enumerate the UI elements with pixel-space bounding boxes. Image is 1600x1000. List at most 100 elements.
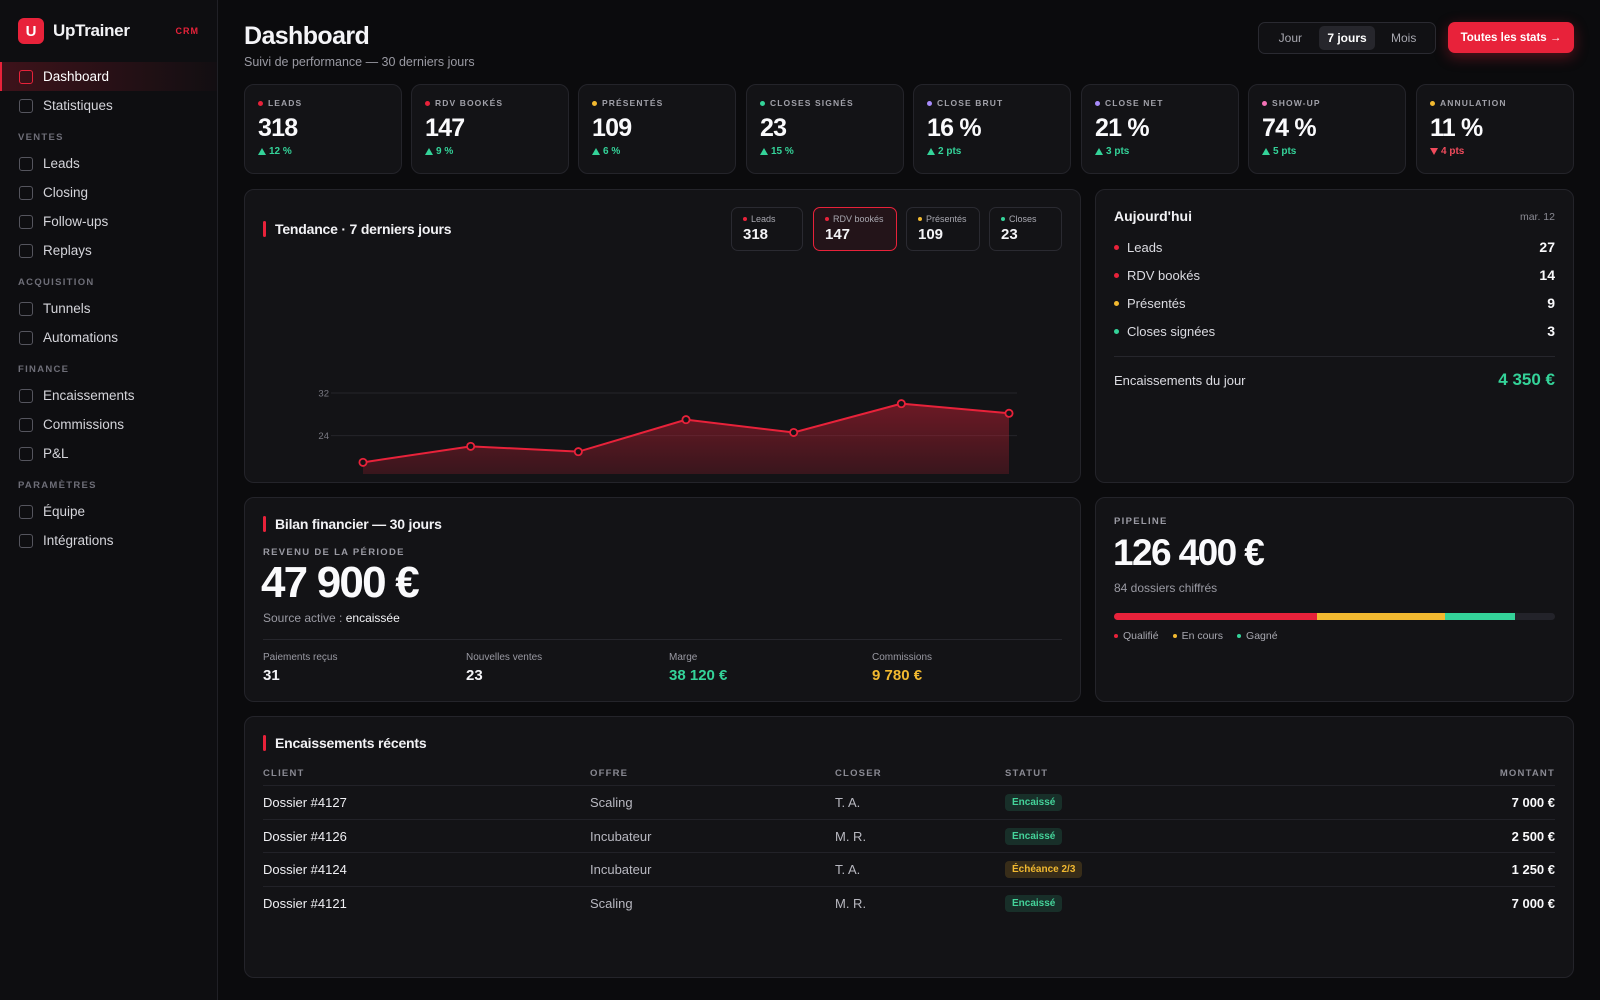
sidebar-item-label: Encaissements	[43, 388, 135, 403]
status-dot-icon	[1262, 100, 1267, 106]
source-value[interactable]: encaissée	[345, 611, 400, 625]
finance-stat: Paiements reçus 31	[263, 652, 337, 684]
pipeline-legend-label: Qualifié	[1123, 630, 1159, 642]
sidebar-section-finance: FINANCE	[18, 364, 70, 375]
pipeline-label: PIPELINE	[1114, 516, 1168, 527]
kpi-value: 74 %	[1262, 114, 1317, 142]
kpi-card-close-brut[interactable]: CLOSE BRUT 16 % 2 pts	[913, 84, 1071, 174]
pipeline-legend-label: En cours	[1181, 630, 1224, 642]
sidebar-item-leads[interactable]: Leads	[0, 149, 217, 178]
sidebar-item-dashboard[interactable]: Dashboard	[0, 62, 217, 91]
payments-card: Encaissements récents CLIENT OFFRE CLOSE…	[244, 716, 1574, 978]
column-client[interactable]: CLIENT	[263, 768, 305, 779]
column-statut[interactable]: STATUT	[1005, 768, 1049, 779]
finance-title-text: Bilan financier — 30 jours	[275, 516, 442, 532]
kpi-card-closes-sign-s[interactable]: CLOSES SIGNÉS 23 15 %	[746, 84, 904, 174]
data-point	[466, 441, 476, 451]
revenue-value: 47 900 €	[261, 558, 420, 607]
today-title: Aujourd'hui	[1114, 208, 1192, 224]
kpi-delta: 2 pts	[927, 146, 1057, 157]
sidebar-item-encaissements[interactable]: Encaissements	[0, 381, 217, 410]
period-selector: Jour 7 jours Mois	[1258, 22, 1436, 54]
sidebar-section-parametres: PARAMÈTRES	[18, 480, 97, 491]
finance-stat-value: 9 780 €	[872, 667, 923, 684]
pill-rdv-bookes[interactable]: RDV bookés 147	[813, 207, 897, 251]
today-divider	[1114, 356, 1555, 357]
pill-value: 318	[743, 226, 769, 243]
sidebar-item-pl[interactable]: P&L	[0, 439, 217, 468]
kpi-label: CLOSE BRUT	[927, 98, 1057, 108]
table-row[interactable]: Dossier #4127 Scaling T. A. Encaissé 7 000 €	[263, 785, 1555, 818]
data-point	[1004, 408, 1014, 418]
brand[interactable]: U UpTrainer CRM	[0, 0, 217, 62]
cell-closer: M. R.	[835, 828, 867, 844]
dot-icon	[1172, 634, 1177, 638]
sidebar-item-equipe[interactable]: Équipe	[0, 497, 217, 526]
sidebar-item-tunnels[interactable]: Tunnels	[0, 294, 217, 323]
cell-amount: 1 250 €	[1511, 862, 1555, 877]
finance-stat-label: Nouvelles ventes	[466, 652, 543, 663]
kpi-label: LEADS	[258, 98, 388, 108]
kpi-card-close-net[interactable]: CLOSE NET 21 % 3 pts	[1081, 84, 1239, 174]
title-accent	[263, 221, 266, 237]
data-point	[573, 447, 583, 457]
pill-label: Leads	[743, 214, 791, 224]
period-7days-button[interactable]: 7 jours	[1318, 26, 1376, 50]
table-row[interactable]: Dossier #4126 Incubateur M. R. Encaissé 2 50…	[263, 818, 1555, 852]
column-closer[interactable]: CLOSER	[835, 768, 882, 779]
sidebar-item-replays[interactable]: Replays	[0, 236, 217, 265]
status-dot-icon	[1095, 100, 1100, 106]
kpi-delta-text: 4 pts	[1441, 146, 1465, 157]
sidebar-item-closing[interactable]: Closing	[0, 178, 217, 207]
sidebar-item-statistiques[interactable]: Statistiques	[0, 91, 217, 120]
payments-title: Encaissements récents	[263, 735, 427, 751]
cell-client: Dossier #4124	[263, 862, 347, 877]
cell-amount: 7 000 €	[1511, 795, 1555, 810]
y-tick-label: 32	[318, 389, 329, 400]
all-stats-button[interactable]: Toutes les stats →	[1448, 22, 1574, 53]
finance-stat-label: Marge	[669, 652, 698, 663]
pipeline-segment	[1316, 613, 1445, 620]
sidebar-item-label: Closing	[43, 185, 89, 200]
revenue-label: REVENU DE LA PÉRIODE	[263, 547, 405, 558]
period-month-button[interactable]: Mois	[1391, 31, 1417, 45]
finance-stat-label: Paiements reçus	[263, 652, 338, 663]
kpi-card-pr-sent-s[interactable]: PRÉSENTÉS 109 6 %	[578, 84, 736, 174]
column-montant[interactable]: MONTANT	[1499, 768, 1555, 779]
today-list: Leads 27 RDV bookés 14 Présentés 9 Closes sign…	[1114, 233, 1555, 345]
column-offre[interactable]: OFFRE	[590, 768, 629, 779]
kpi-delta: 6 %	[592, 146, 722, 157]
pipeline-value: 126 400 €	[1113, 532, 1265, 573]
pill-closes[interactable]: Closes 23	[989, 207, 1062, 251]
pill-leads[interactable]: Leads 318	[731, 207, 803, 251]
today-row: Présentés 9	[1114, 289, 1555, 317]
kpi-delta-text: 15 %	[771, 146, 794, 157]
sidebar-item-follow-ups[interactable]: Follow-ups	[0, 207, 217, 236]
kpi-label: CLOSE NET	[1095, 98, 1225, 108]
kpi-label: ANNULATION	[1430, 98, 1560, 108]
pill-label-text: Présentés	[926, 214, 967, 224]
kpi-card-leads[interactable]: LEADS 318 12 %	[244, 84, 402, 174]
status-badge: Échéance 2/3	[1005, 861, 1083, 878]
arrow-up-icon	[760, 148, 768, 155]
sidebar-item-integrations[interactable]: Intégrations	[0, 526, 217, 555]
kpi-label-text: PRÉSENTÉS	[602, 98, 664, 108]
kpi-delta-text: 6 %	[603, 146, 621, 157]
table-row[interactable]: Dossier #4121 Scaling M. R. Encaissé 7 000 €	[263, 885, 1555, 919]
status-dot-icon	[760, 100, 765, 106]
kpi-card-show-up[interactable]: SHOW-UP 74 % 5 pts	[1248, 84, 1406, 174]
kpi-card-rdv-book-s[interactable]: RDV BOOKÉS 147 9 %	[411, 84, 569, 174]
brand-name: UpTrainer	[53, 21, 130, 40]
kpi-card-annulation[interactable]: ANNULATION 11 % 4 pts	[1416, 84, 1574, 174]
period-day-button[interactable]: Jour	[1278, 31, 1302, 45]
table-row[interactable]: Dossier #4124 Incubateur T. A. Échéance 2/3…	[263, 852, 1555, 885]
automations-icon	[19, 330, 33, 345]
status-badge: Encaissé	[1005, 794, 1063, 811]
cell-client: Dossier #4121	[263, 895, 347, 911]
pill-presentes[interactable]: Présentés 109	[906, 207, 980, 251]
sidebar-item-commissions[interactable]: Commissions	[0, 410, 217, 439]
cell-amount: 2 500 €	[1511, 828, 1555, 844]
cash-value: 4 350 €	[1498, 370, 1555, 389]
sidebar-item-automations[interactable]: Automations	[0, 323, 217, 352]
dot-icon	[825, 217, 829, 221]
